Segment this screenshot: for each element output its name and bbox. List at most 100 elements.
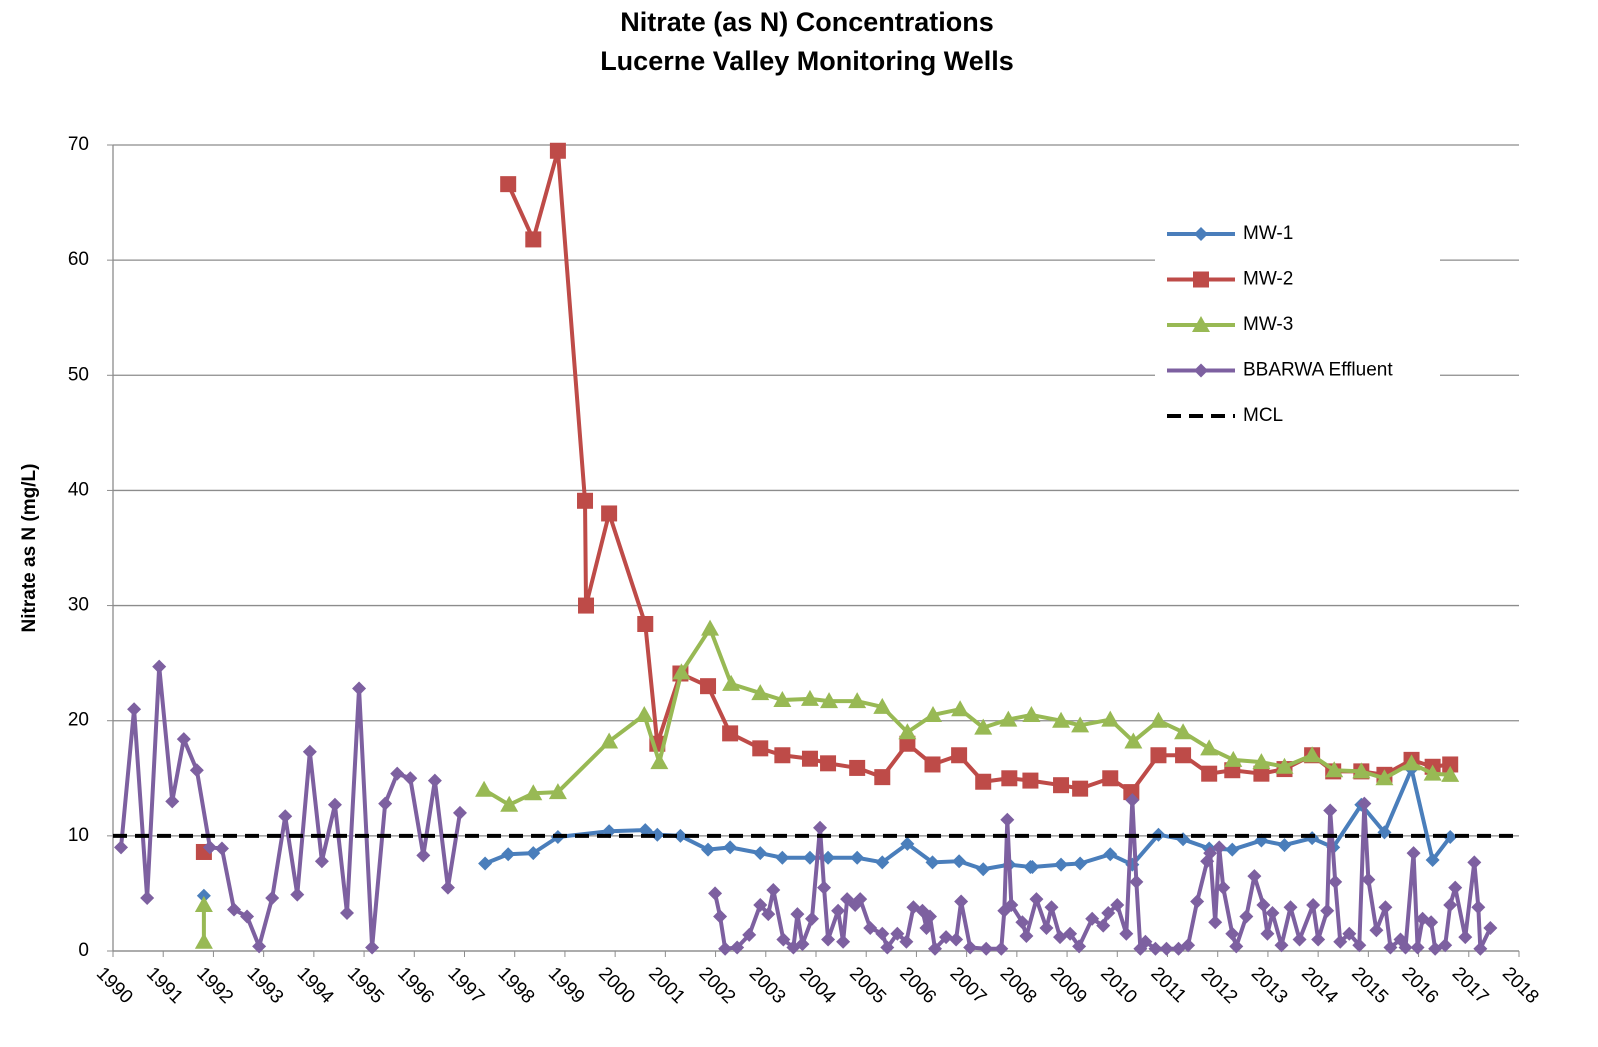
marker [1473, 941, 1488, 956]
marker [601, 505, 618, 522]
marker [1102, 770, 1119, 787]
marker [1303, 746, 1322, 763]
marker [1333, 934, 1348, 949]
marker [800, 689, 819, 706]
marker [202, 840, 217, 855]
marker [753, 897, 768, 912]
marker [1406, 846, 1421, 861]
marker [1458, 930, 1473, 945]
legend-label: BBARWA Effluent [1243, 360, 1393, 381]
marker [1256, 897, 1271, 912]
marker [524, 784, 543, 801]
marker [713, 909, 728, 924]
legend-label: MW-3 [1243, 314, 1293, 335]
marker [994, 941, 1009, 956]
marker [928, 941, 943, 956]
marker [1150, 747, 1167, 764]
marker [1025, 859, 1040, 874]
marker [1438, 938, 1453, 953]
marker [650, 753, 669, 770]
marker [890, 926, 905, 941]
marker [774, 747, 791, 764]
marker [1224, 750, 1243, 767]
marker [165, 794, 180, 809]
marker [963, 940, 978, 955]
marker [339, 906, 354, 921]
marker [1342, 926, 1357, 941]
marker [722, 725, 739, 742]
marker [1004, 897, 1019, 912]
chart-subtitle: Lucerne Valley Monitoring Wells [600, 46, 1014, 76]
marker [919, 920, 934, 935]
marker [600, 732, 619, 749]
marker [874, 769, 891, 786]
marker [196, 888, 211, 903]
marker [1311, 932, 1326, 947]
legend-label: MCL [1243, 405, 1283, 426]
marker [979, 941, 994, 956]
marker [849, 759, 866, 776]
marker [252, 939, 267, 954]
marker [925, 855, 940, 870]
marker [831, 903, 846, 918]
marker [1424, 915, 1439, 930]
marker [500, 795, 519, 812]
marker [949, 932, 964, 947]
marker [848, 692, 867, 709]
marker [821, 932, 836, 947]
marker [742, 927, 757, 942]
marker [525, 231, 542, 248]
marker [1053, 777, 1070, 794]
marker [790, 907, 805, 922]
marker [1352, 938, 1367, 953]
marker [1101, 710, 1120, 727]
marker [1001, 770, 1018, 787]
marker [140, 891, 155, 906]
marker [673, 828, 688, 843]
marker [900, 836, 915, 851]
marker [1096, 918, 1111, 933]
marker [1402, 754, 1421, 771]
marker [548, 783, 567, 800]
marker [1275, 757, 1294, 774]
marker [701, 619, 720, 636]
marker [635, 705, 654, 722]
marker [898, 723, 917, 740]
marker [1138, 934, 1153, 949]
marker [1323, 803, 1338, 818]
marker [1148, 941, 1163, 956]
marker [478, 856, 493, 871]
marker [127, 702, 142, 717]
marker [440, 880, 455, 895]
marker [365, 940, 380, 955]
marker [526, 846, 541, 861]
marker [976, 862, 991, 877]
marker [114, 840, 129, 855]
marker [577, 492, 594, 509]
marker [638, 823, 653, 838]
marker [265, 891, 280, 906]
marker [403, 771, 418, 786]
marker [954, 894, 969, 909]
marker [302, 744, 317, 759]
marker [1325, 761, 1344, 778]
marker [723, 840, 738, 855]
marker [773, 690, 792, 707]
y-tick-label: 40 [68, 479, 89, 500]
marker [722, 674, 741, 691]
marker [801, 750, 818, 767]
marker [314, 854, 329, 869]
marker [1225, 842, 1240, 857]
marker [1149, 711, 1168, 728]
marker [975, 773, 992, 790]
y-tick-label: 20 [68, 710, 89, 731]
marker [952, 854, 967, 869]
marker [1181, 938, 1196, 953]
marker [1328, 874, 1343, 889]
marker [999, 710, 1018, 727]
marker [899, 735, 916, 752]
marker [1375, 769, 1394, 786]
marker [1063, 926, 1078, 941]
marker [1085, 911, 1100, 926]
marker [672, 663, 691, 680]
